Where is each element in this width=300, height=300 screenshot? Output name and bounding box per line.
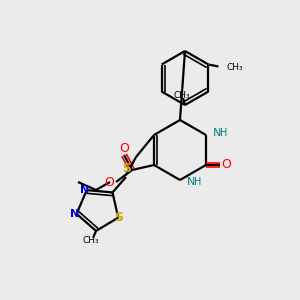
Text: S: S (114, 211, 123, 224)
Text: S: S (122, 163, 131, 176)
Text: N: N (213, 128, 221, 138)
Text: N: N (187, 177, 195, 187)
Text: CH₃: CH₃ (83, 236, 99, 245)
Text: N: N (70, 209, 79, 219)
Text: O: O (104, 176, 114, 188)
Text: O: O (221, 158, 231, 172)
Text: CH₃: CH₃ (174, 91, 190, 100)
Text: H: H (220, 128, 228, 138)
Text: N: N (80, 185, 89, 195)
Text: H: H (194, 177, 202, 187)
Text: O: O (119, 142, 129, 154)
Text: CH₃: CH₃ (226, 63, 243, 72)
